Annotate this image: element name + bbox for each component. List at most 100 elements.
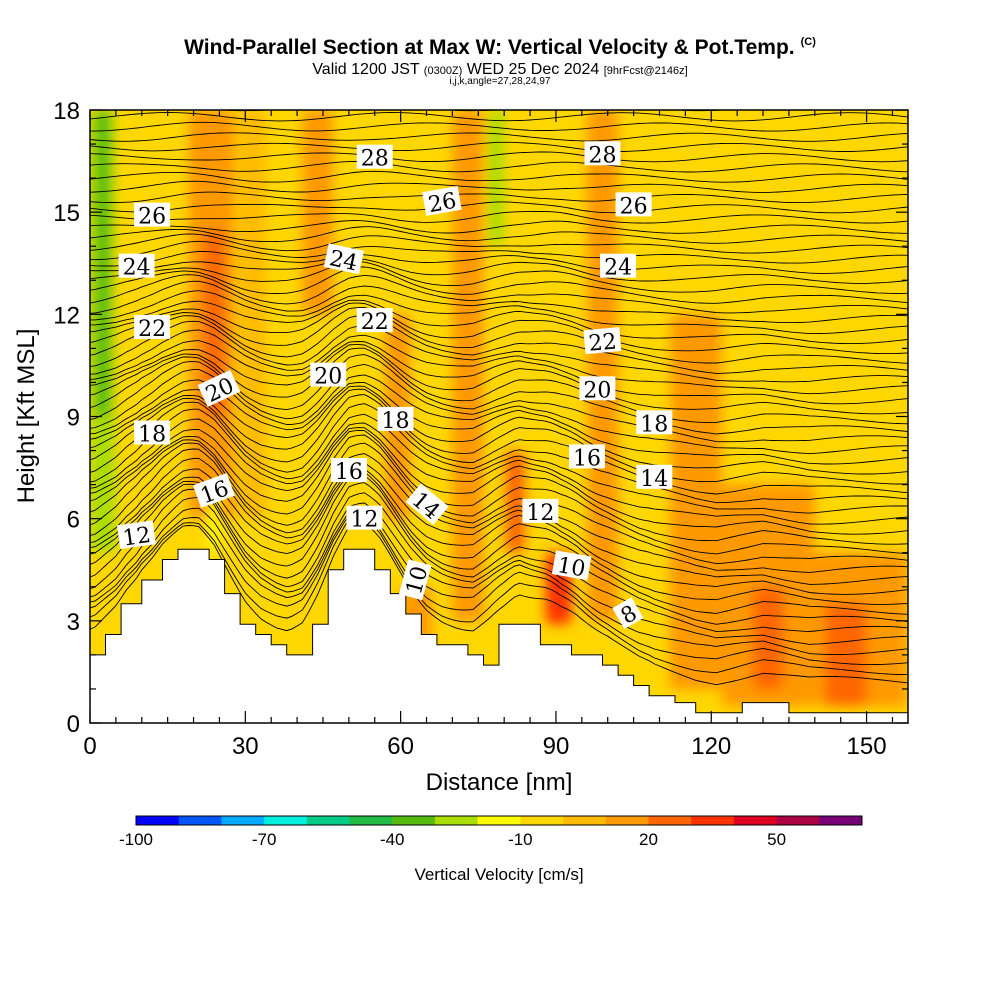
contour-label-box	[584, 141, 621, 166]
isentrope-line	[90, 434, 908, 555]
colorbar: -100 -70 -40 -10 20 50	[119, 815, 863, 849]
chart-subtitle: Valid 1200 JST (0300Z) WED 25 Dec 2024 […	[0, 61, 1000, 79]
isentrope-line	[90, 290, 908, 335]
contour-label-text: 28	[361, 147, 389, 172]
contour-label-text: 26	[138, 205, 166, 230]
colorbar-swatch	[733, 816, 778, 825]
contour-label-text: 24	[123, 256, 151, 281]
isentrope-line	[90, 306, 908, 364]
contour-label-text: 18	[138, 423, 166, 448]
isentrope-line	[90, 482, 908, 625]
contour-label-text: 20	[314, 365, 342, 390]
contour-label: 18	[377, 406, 414, 434]
axis-ticks: 0 30 60 90 120 150 0 3 6 9 12 15 18	[53, 98, 908, 760]
isentrope-line	[90, 488, 908, 633]
contour-label-box	[579, 376, 616, 401]
isentrope-line	[90, 388, 908, 485]
contour-label-box	[612, 597, 644, 630]
x-axis-label: Distance [nm]	[426, 769, 573, 796]
contour-label-box	[405, 483, 449, 525]
isentrope-line	[90, 394, 908, 495]
isentrope-line	[90, 522, 908, 686]
title-mark: (C)	[800, 36, 816, 48]
isentrope-line	[90, 141, 908, 152]
colorbar-swatch	[306, 816, 351, 825]
isentrope-line	[90, 121, 908, 132]
contour-label-box	[356, 144, 393, 169]
isentrope-line	[90, 233, 908, 254]
contour-label-box	[346, 505, 383, 530]
isentrope-line	[90, 408, 908, 514]
isentrope-line	[90, 507, 908, 656]
contour-label: 12	[522, 498, 559, 526]
x-tick-label: 150	[847, 733, 887, 760]
x-tick-label: 60	[387, 733, 414, 760]
isentrope-line	[90, 261, 908, 294]
contour-label: 26	[615, 192, 652, 219]
colorbar-tick-label: -70	[252, 830, 277, 849]
contour-label-text: 14	[640, 467, 668, 492]
isentrope-line	[90, 226, 908, 244]
colorbar-swatch	[691, 816, 735, 825]
isentrope-line	[90, 251, 908, 274]
isentrope-line	[90, 475, 908, 615]
colorbar-swatch	[349, 816, 393, 825]
contour-label-text: 24	[604, 256, 632, 281]
colorbar-swatch	[264, 816, 308, 825]
contour-label: 22	[356, 308, 393, 335]
contour-label-text: 24	[327, 246, 360, 276]
contour-label-box	[615, 192, 652, 217]
contour-label: 26	[134, 202, 171, 230]
contour-label: 10	[398, 559, 433, 601]
velocity-cell	[488, 110, 505, 247]
contour-label-box	[118, 253, 155, 278]
isentrope-line	[90, 314, 908, 374]
velocity-cell	[240, 110, 267, 519]
isentrope-line	[90, 471, 908, 605]
isentrope-line	[90, 302, 908, 355]
y-tick-label: 3	[67, 609, 80, 636]
valid-date: WED 25 Dec 2024	[466, 61, 600, 78]
x-tick-label: 30	[232, 733, 259, 760]
velocity-cell	[825, 603, 867, 706]
contour-label-box	[192, 473, 235, 508]
contour-label: 20	[579, 376, 616, 403]
colorbar-swatch	[178, 816, 222, 825]
velocity-cell	[535, 110, 551, 383]
velocity-cell	[504, 450, 525, 553]
contour-label-box	[636, 464, 673, 489]
colorbar-swatch	[776, 816, 820, 825]
isentrope-line	[90, 385, 908, 475]
contour-label: 20	[310, 362, 347, 390]
isentrope-line	[90, 160, 908, 173]
contour-label-text: 10	[555, 553, 587, 582]
y-tick-label: 9	[67, 405, 80, 432]
contour-label-box	[600, 253, 637, 278]
contour-label-box	[569, 444, 605, 469]
contour-label: 12	[346, 505, 383, 533]
contour-label-box	[116, 520, 156, 550]
x-tick-label: 0	[83, 733, 96, 760]
y-tick-label: 12	[53, 302, 80, 329]
isentrope-line	[90, 401, 908, 504]
colorbar-swatch	[605, 816, 649, 825]
isentrope-line	[90, 340, 908, 405]
forecast-info: [9hrFcst@2146z]	[603, 65, 688, 77]
contour-label: 28	[356, 144, 393, 172]
contour-label-text: 18	[382, 409, 410, 434]
x-tick-label: 120	[691, 733, 731, 760]
contour-label-box	[522, 498, 559, 523]
contour-label: 22	[583, 327, 622, 357]
contour-label: 24	[323, 243, 365, 276]
colorbar-swatch	[520, 816, 564, 825]
contour-label-box	[356, 308, 393, 333]
colorbar-swatch	[477, 816, 521, 825]
contour-label: 22	[134, 315, 171, 342]
contour-label: 24	[600, 253, 637, 281]
contour-label-box	[377, 406, 414, 431]
isentrope-line	[90, 497, 908, 645]
contour-label-text: 22	[588, 329, 618, 356]
contour-label-text: 20	[583, 378, 611, 403]
isentrope-line	[90, 220, 908, 234]
